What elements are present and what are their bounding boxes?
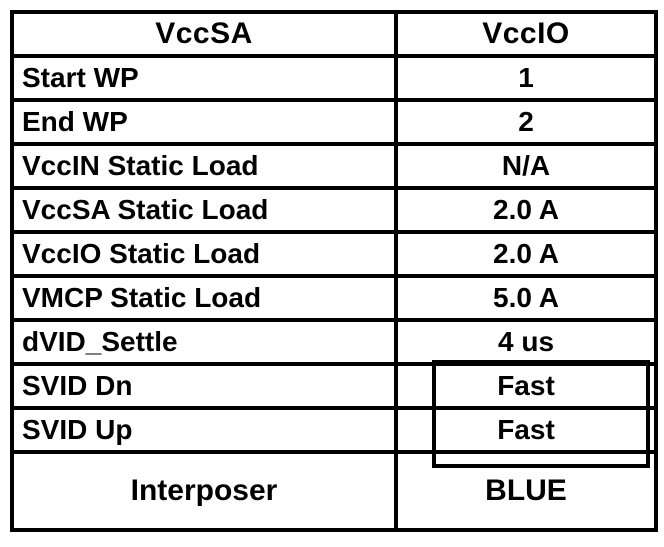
row-value-vmcp-static-load: 5.0 A	[396, 276, 656, 320]
row-value-dvid-settle: 4 us	[396, 320, 656, 364]
table-header-row: VccSA VccIO	[12, 12, 656, 56]
row-label-start-wp: Start WP	[12, 56, 396, 100]
table-container: VccSA VccIO Start WP 1 End WP 2 VccIN St…	[0, 0, 664, 542]
table-footer-row: Interposer BLUE	[12, 452, 656, 530]
row-value-svid-up: Fast	[396, 408, 656, 452]
row-label-end-wp: End WP	[12, 100, 396, 144]
row-label-vccin-static-load: VccIN Static Load	[12, 144, 396, 188]
row-value-vccsa-static-load: 2.0 A	[396, 188, 656, 232]
table-row: End WP 2	[12, 100, 656, 144]
row-label-vmcp-static-load: VMCP Static Load	[12, 276, 396, 320]
table-row: Start WP 1	[12, 56, 656, 100]
row-label-dvid-settle: dVID_Settle	[12, 320, 396, 364]
table-row: VMCP Static Load 5.0 A	[12, 276, 656, 320]
footer-label: Interposer	[12, 452, 396, 530]
table-row: VccSA Static Load 2.0 A	[12, 188, 656, 232]
table-row: dVID_Settle 4 us	[12, 320, 656, 364]
row-label-vccio-static-load: VccIO Static Load	[12, 232, 396, 276]
row-label-svid-dn: SVID Dn	[12, 364, 396, 408]
row-label-svid-up: SVID Up	[12, 408, 396, 452]
row-value-end-wp: 2	[396, 100, 656, 144]
header-right: VccIO	[396, 12, 656, 56]
row-value-vccio-static-load: 2.0 A	[396, 232, 656, 276]
parameter-table: VccSA VccIO Start WP 1 End WP 2 VccIN St…	[10, 10, 658, 532]
header-left: VccSA	[12, 12, 396, 56]
footer-value: BLUE	[396, 452, 656, 530]
row-value-svid-dn: Fast	[396, 364, 656, 408]
table-row: VccIO Static Load 2.0 A	[12, 232, 656, 276]
row-value-vccin-static-load: N/A	[396, 144, 656, 188]
table-row: SVID Dn Fast	[12, 364, 656, 408]
row-value-start-wp: 1	[396, 56, 656, 100]
table-row: SVID Up Fast	[12, 408, 656, 452]
row-label-vccsa-static-load: VccSA Static Load	[12, 188, 396, 232]
table-row: VccIN Static Load N/A	[12, 144, 656, 188]
